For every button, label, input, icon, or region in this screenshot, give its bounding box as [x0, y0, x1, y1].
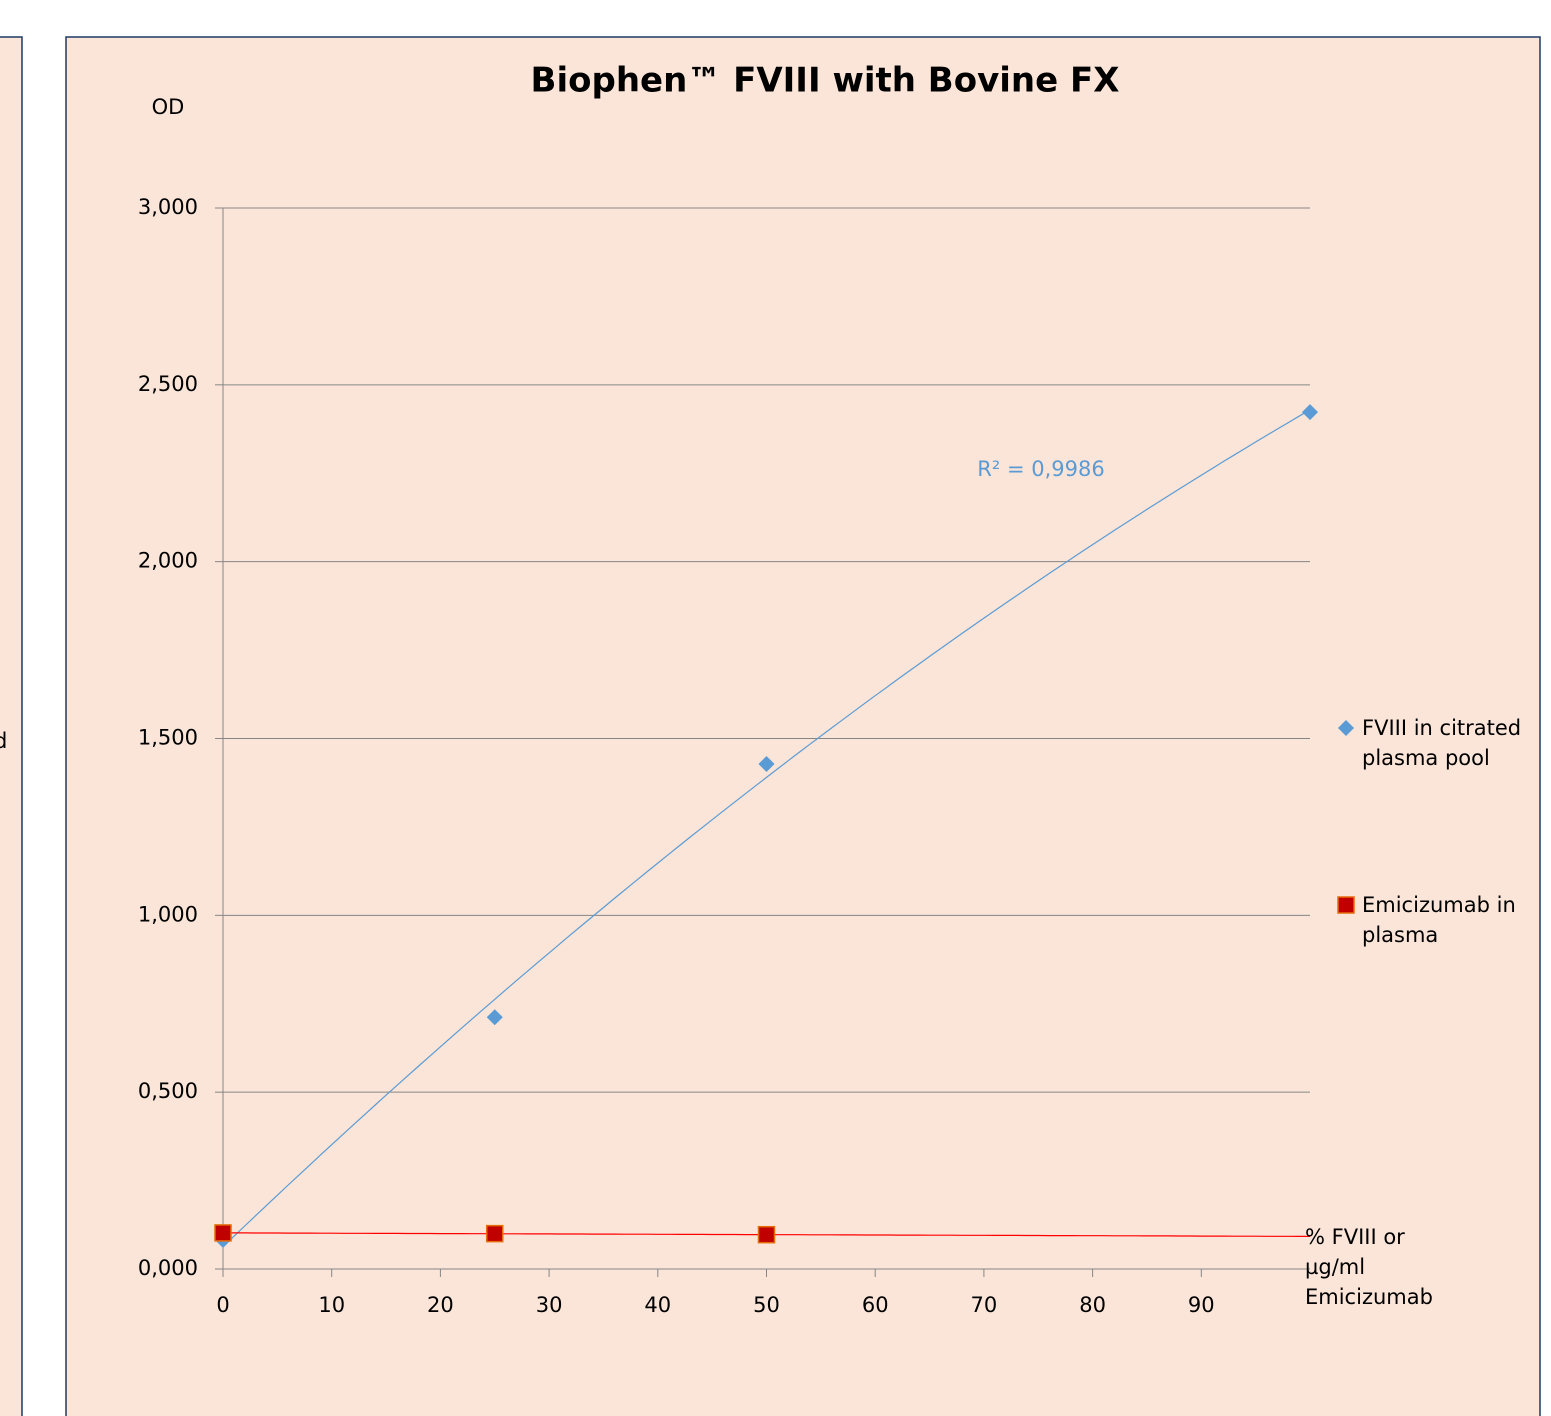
- marker: [758, 755, 775, 772]
- marker: [486, 1224, 504, 1243]
- x-axis-label: % FVIII or µg/ml Emicizumab: [1305, 1225, 1433, 1309]
- x-tick-label: 40: [644, 1293, 671, 1317]
- chart-panel: [65, 36, 1541, 1416]
- chart-title: Biophen™ FVIII with Bovine FX: [531, 61, 1120, 101]
- marker: [214, 1224, 232, 1242]
- y-tick-label: 3,000: [138, 195, 198, 219]
- x-tick-label: 10: [318, 1293, 345, 1317]
- marker: [1337, 896, 1355, 914]
- marker: [486, 1009, 503, 1026]
- y-tick-label: 2,500: [138, 372, 198, 396]
- y-axis-label: OD: [152, 95, 185, 119]
- x-tick-label: 60: [862, 1293, 889, 1317]
- x-tick-label: 20: [427, 1293, 454, 1317]
- left-panel: [0, 36, 23, 1416]
- marker: [1302, 404, 1318, 421]
- marker: [1338, 720, 1354, 736]
- x-tick-label: 0: [216, 1293, 229, 1317]
- marker: [757, 1225, 776, 1244]
- x-tick-label: 30: [536, 1293, 563, 1317]
- left-panel-text: d: [0, 729, 7, 753]
- y-tick-label: 2,000: [138, 549, 198, 573]
- x-tick-label: 70: [971, 1293, 998, 1317]
- x-tick-label: 50: [753, 1293, 780, 1317]
- x-tick-label: 80: [1079, 1293, 1106, 1317]
- legend-label: Emicizumab in plasma: [1362, 893, 1516, 947]
- y-tick-label: 0,000: [138, 1256, 198, 1280]
- y-tick-label: 1,500: [138, 726, 198, 750]
- y-tick-label: 1,000: [138, 902, 198, 926]
- y-tick-label: 0,500: [138, 1079, 198, 1103]
- x-tick-label: 90: [1188, 1293, 1215, 1317]
- legend-label: FVIII in citrated plasma pool: [1362, 716, 1522, 770]
- trendline: [222, 409, 1311, 1248]
- annotation: R² = 0,9986: [977, 457, 1104, 481]
